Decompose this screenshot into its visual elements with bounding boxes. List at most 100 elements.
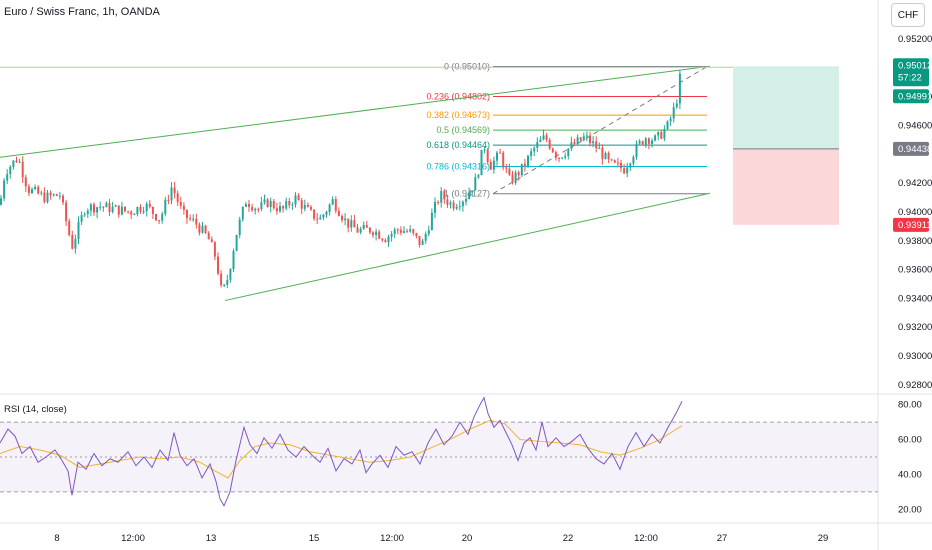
candle-body [514,172,517,183]
candle [663,125,666,142]
stop-price-tag: 0.93911 [893,217,932,232]
candle-body [148,203,151,207]
candle [201,221,204,234]
candle [449,200,452,209]
candle [579,136,582,141]
candle [164,196,167,217]
candle [235,234,238,252]
candle-body [24,177,27,187]
candle-body [390,233,393,237]
candle-body [657,131,660,136]
currency-button[interactable]: CHF [891,3,925,27]
candle-body [381,238,384,241]
candle [368,227,371,235]
candle-body [567,148,570,157]
candle-body [403,231,405,233]
candle [337,207,340,217]
candle-body [229,269,232,280]
candle [437,200,440,205]
candle-body [424,233,427,241]
candle [409,225,412,233]
candle-body [595,141,598,149]
candle-body [561,157,564,159]
candle-body [213,242,216,257]
candle-body [83,214,86,216]
candle-body [632,156,635,164]
candle-body [499,152,502,154]
candle [523,159,526,172]
candle [204,224,207,235]
candle-body [241,206,244,220]
candle [294,192,297,208]
candle-body [201,225,204,233]
candle [192,214,195,222]
candle-body [21,161,24,178]
candle [306,202,309,208]
candle [37,185,40,195]
stop-price-tag-text: 0.93911 [898,220,932,231]
candle [480,149,483,176]
candle [412,228,415,236]
candle [530,148,533,161]
candle [331,196,334,206]
candle [102,206,105,212]
candle-body [93,204,95,213]
candle-body [62,195,64,203]
price-tick-label: 0.93200 [898,322,932,333]
candle-body [551,148,554,153]
candle-body [102,206,105,208]
candle-body [582,136,585,141]
candle [623,163,626,175]
candle-body [542,135,545,140]
fib-label-0.382: 0.382 (0.94673) [426,110,490,120]
time-tick-label: 12:00 [121,533,145,544]
candle-body [133,214,136,216]
candle [9,165,12,179]
candle [207,231,210,240]
rsi-tick-label: 80.00 [898,400,922,411]
candle-body [415,233,418,237]
candle-body [592,141,595,144]
candle-body [15,160,18,162]
candle [124,206,126,213]
candle [654,134,657,142]
candle-body [155,214,157,221]
candle-body [669,118,672,122]
candle [644,136,647,148]
candle [598,142,601,149]
candles [0,70,681,289]
candle [638,139,641,146]
candle-body [356,227,359,233]
candle-body [316,218,319,220]
candle [458,200,461,211]
fib-trend-line [492,66,708,195]
candle-body [629,163,632,168]
candle-body [285,201,288,209]
candle [434,197,436,219]
candle [27,183,30,197]
candle-body [430,212,433,231]
candle-body [598,147,601,149]
candle [291,202,294,210]
candle-body [341,216,343,221]
candle [489,159,492,170]
candle [6,169,9,184]
candle [3,178,6,202]
candle [570,136,573,152]
candle-body [297,195,300,201]
candle-body [505,167,508,169]
candle-body [520,163,523,176]
candle-body [99,206,102,208]
candle-body [496,152,498,161]
candle-body [319,217,322,220]
candle [390,231,393,242]
candle [313,209,316,221]
candle [539,136,542,143]
candle-body [210,239,213,243]
candle-body [279,205,281,212]
candle-body [672,107,675,119]
candle [189,214,192,222]
candle [77,216,80,244]
candle [666,120,669,131]
